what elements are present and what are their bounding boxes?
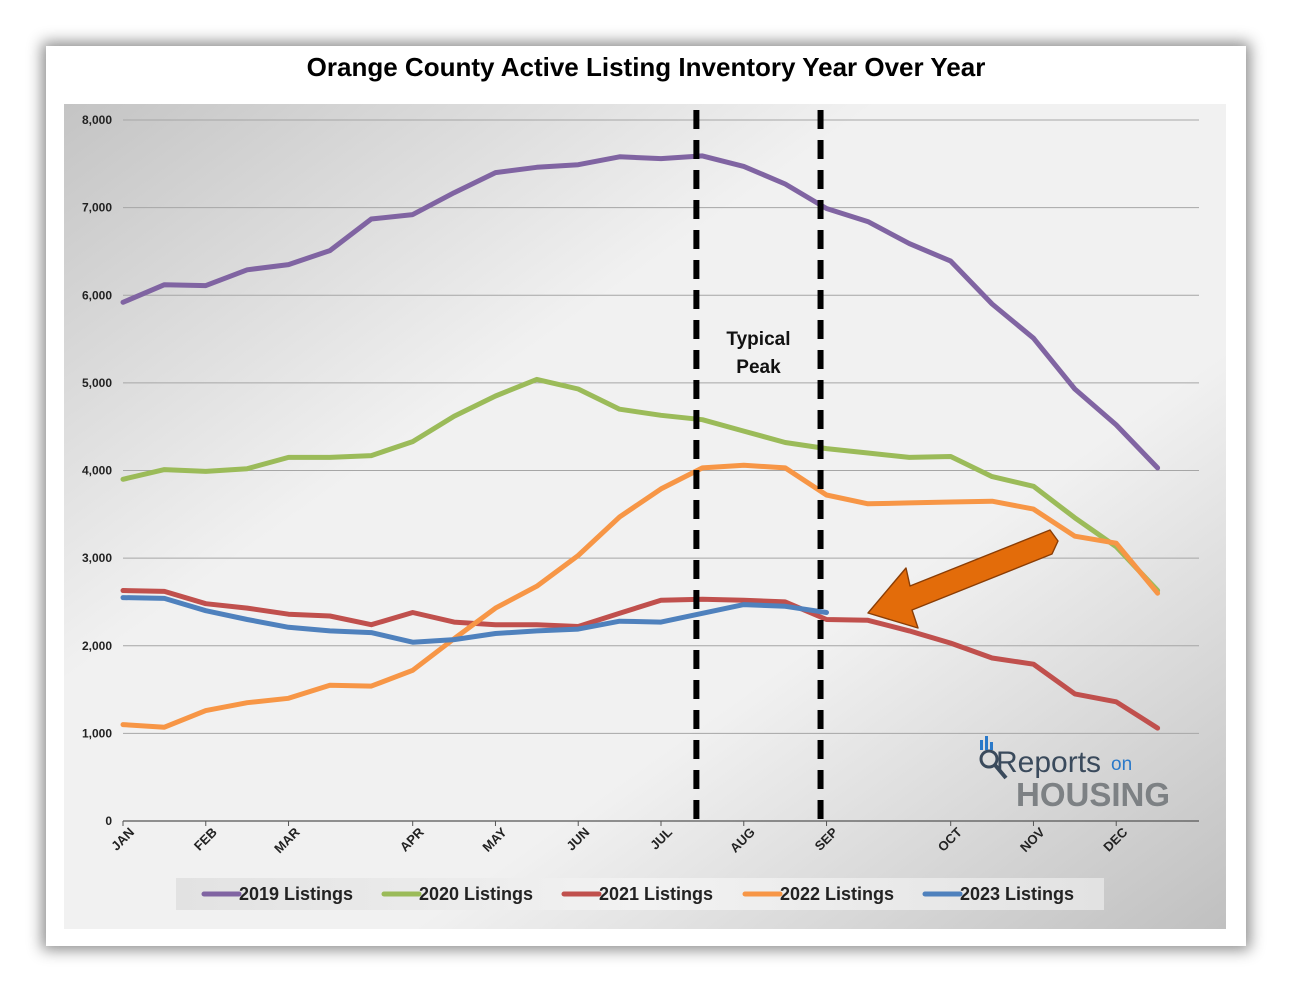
y-axis: 0 1,000 2,000 3,000 4,000 5,000 6,000 7,000 8,00… (82, 113, 112, 828)
typical-peak-label-line1: Typical (726, 329, 790, 350)
legend-label: 2019 Listings (239, 884, 353, 904)
legend: 2019 Listings 2020 Listings 2021 Listings 2… (201, 884, 1074, 904)
legend-label: 2020 Listings (419, 884, 533, 904)
y-tick-label: 0 (105, 814, 112, 828)
legend-label: 2023 Listings (960, 884, 1074, 904)
magnifier-icon (979, 736, 1008, 780)
y-tick-label: 7,000 (82, 201, 112, 215)
reports-on-housing-logo: Reports on HOUSING (979, 736, 1170, 813)
series-line-2020-listings (120, 376, 1161, 593)
series-line-2019-listings (120, 153, 1161, 471)
line-chart: Orange County Active Listing Inventory Y… (64, 52, 1226, 929)
series-line-2023-listings (120, 595, 829, 645)
legend-label: 2022 Listings (780, 884, 894, 904)
plot-background (64, 104, 1226, 929)
y-tick-label: 8,000 (82, 113, 112, 127)
y-tick-label: 3,000 (82, 551, 112, 565)
gridlines (123, 119, 1199, 734)
logo-reports-text: Reports (996, 746, 1101, 779)
series-line-2022-listings (120, 462, 1161, 730)
y-tick-label: 5,000 (82, 376, 112, 390)
orange-arrow-icon (867, 529, 1059, 629)
logo-housing-text: HOUSING (1016, 776, 1170, 813)
y-tick-label: 1,000 (82, 726, 112, 740)
typical-peak-label-line2: Peak (736, 357, 781, 378)
logo-on-text: on (1111, 754, 1132, 775)
chart-title: Orange County Active Listing Inventory Y… (307, 52, 986, 82)
chart-frame: Orange County Active Listing Inventory Y… (46, 46, 1246, 946)
y-tick-label: 4,000 (82, 464, 112, 478)
legend-label: 2021 Listings (599, 884, 713, 904)
series-line-2021-listings (120, 588, 1161, 731)
y-tick-label: 2,000 (82, 639, 112, 653)
y-tick-label: 6,000 (82, 288, 112, 302)
series-lines (120, 153, 1161, 731)
